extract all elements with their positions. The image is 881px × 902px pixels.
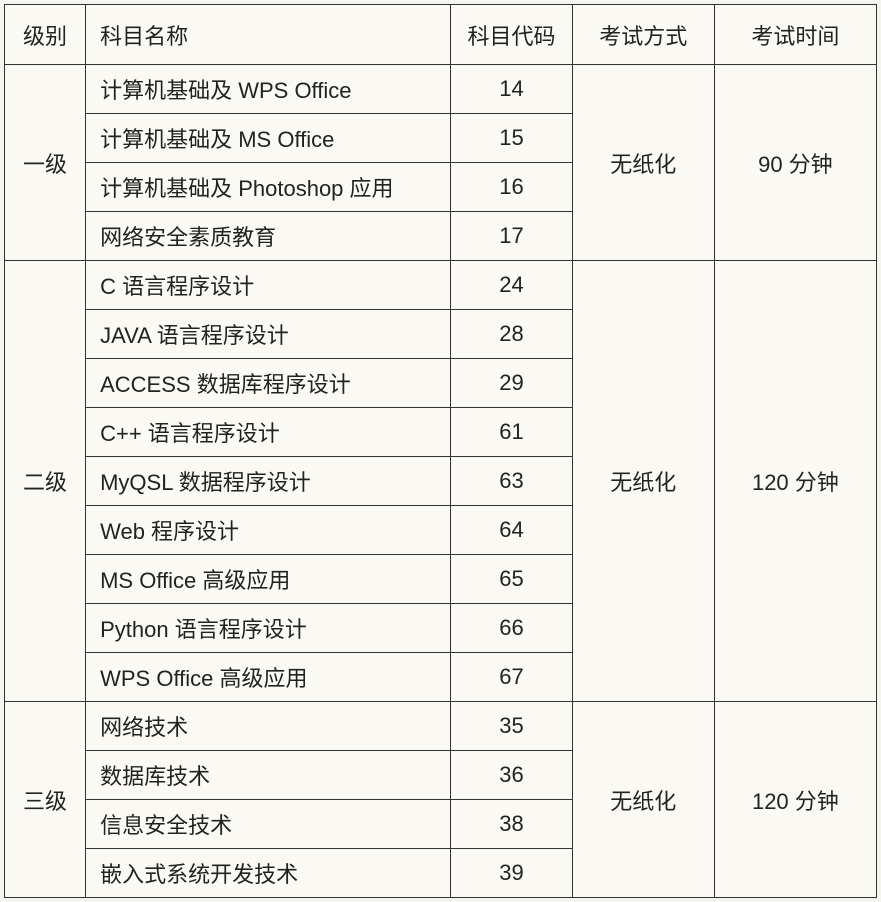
subject-cell: 计算机基础及 WPS Office xyxy=(86,65,451,114)
code-cell: 63 xyxy=(451,457,573,506)
code-cell: 24 xyxy=(451,261,573,310)
code-cell: 65 xyxy=(451,555,573,604)
time-cell: 120 分钟 xyxy=(714,261,876,702)
subject-cell: Web 程序设计 xyxy=(86,506,451,555)
subject-cell: 数据库技术 xyxy=(86,751,451,800)
level-cell: 三级 xyxy=(5,702,86,898)
table-row: 一级 计算机基础及 WPS Office 14 无纸化 90 分钟 xyxy=(5,65,877,114)
subject-cell: 网络技术 xyxy=(86,702,451,751)
code-cell: 35 xyxy=(451,702,573,751)
header-code: 科目代码 xyxy=(451,5,573,65)
code-cell: 64 xyxy=(451,506,573,555)
subject-cell: 网络安全素质教育 xyxy=(86,212,451,261)
code-cell: 14 xyxy=(451,65,573,114)
subject-cell: JAVA 语言程序设计 xyxy=(86,310,451,359)
code-cell: 17 xyxy=(451,212,573,261)
code-cell: 28 xyxy=(451,310,573,359)
subject-cell: 计算机基础及 MS Office xyxy=(86,114,451,163)
subject-cell: C 语言程序设计 xyxy=(86,261,451,310)
table-row: 三级 网络技术 35 无纸化 120 分钟 xyxy=(5,702,877,751)
subject-cell: MS Office 高级应用 xyxy=(86,555,451,604)
code-cell: 61 xyxy=(451,408,573,457)
time-cell: 120 分钟 xyxy=(714,702,876,898)
header-subject: 科目名称 xyxy=(86,5,451,65)
subject-cell: WPS Office 高级应用 xyxy=(86,653,451,702)
method-cell: 无纸化 xyxy=(572,261,714,702)
code-cell: 16 xyxy=(451,163,573,212)
code-cell: 67 xyxy=(451,653,573,702)
subject-cell: 信息安全技术 xyxy=(86,800,451,849)
header-level: 级别 xyxy=(5,5,86,65)
level-cell: 二级 xyxy=(5,261,86,702)
code-cell: 66 xyxy=(451,604,573,653)
table-row: 二级 C 语言程序设计 24 无纸化 120 分钟 xyxy=(5,261,877,310)
method-cell: 无纸化 xyxy=(572,65,714,261)
header-method: 考试方式 xyxy=(572,5,714,65)
code-cell: 39 xyxy=(451,849,573,898)
time-cell: 90 分钟 xyxy=(714,65,876,261)
subject-cell: 嵌入式系统开发技术 xyxy=(86,849,451,898)
exam-schedule-table: 级别 科目名称 科目代码 考试方式 考试时间 一级 计算机基础及 WPS Off… xyxy=(4,4,877,898)
subject-cell: 计算机基础及 Photoshop 应用 xyxy=(86,163,451,212)
code-cell: 29 xyxy=(451,359,573,408)
subject-cell: ACCESS 数据库程序设计 xyxy=(86,359,451,408)
subject-cell: Python 语言程序设计 xyxy=(86,604,451,653)
subject-cell: MyQSL 数据程序设计 xyxy=(86,457,451,506)
code-cell: 38 xyxy=(451,800,573,849)
code-cell: 15 xyxy=(451,114,573,163)
level-cell: 一级 xyxy=(5,65,86,261)
method-cell: 无纸化 xyxy=(572,702,714,898)
code-cell: 36 xyxy=(451,751,573,800)
subject-cell: C++ 语言程序设计 xyxy=(86,408,451,457)
table-header-row: 级别 科目名称 科目代码 考试方式 考试时间 xyxy=(5,5,877,65)
header-time: 考试时间 xyxy=(714,5,876,65)
table-body: 一级 计算机基础及 WPS Office 14 无纸化 90 分钟 计算机基础及… xyxy=(5,65,877,898)
